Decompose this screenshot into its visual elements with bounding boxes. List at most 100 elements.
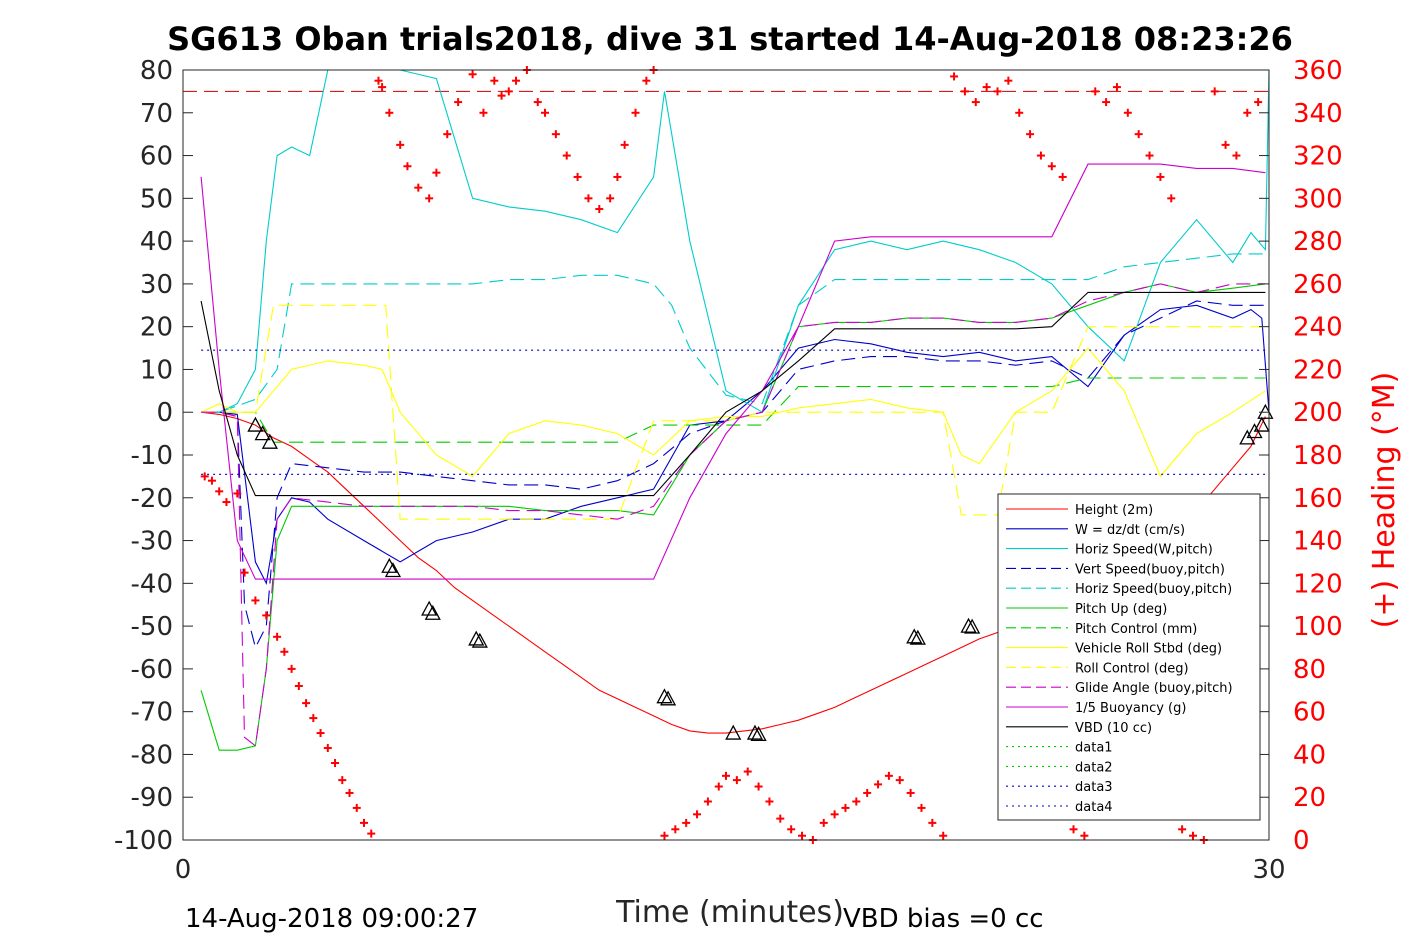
left-tick-label: -70 [131,698,173,728]
right-tick-label: 160 [1293,484,1343,514]
legend-label: data2 [1075,760,1113,775]
right-tick-label: 200 [1293,398,1343,428]
legend: Height (2m) W = dz/dt (cm/s) Horiz Speed(W… [997,493,1261,821]
heading-point [798,831,807,840]
right-tick-label: 180 [1293,441,1343,471]
legend-entries: Height (2m) W = dz/dt (cm/s) Horiz Speed(W… [1006,503,1233,815]
heading-point [682,818,691,827]
heading-point [360,818,368,827]
left-tick-label: -30 [131,527,173,557]
heading-point [215,487,224,496]
heading-point [468,70,477,79]
legend-label: Pitch Control (mm) [1075,622,1197,637]
right-tick-label: 140 [1293,527,1343,557]
triangle-marker [384,562,402,578]
heading-point [200,472,209,481]
heading-point [338,776,347,785]
x-tick-label: 0 [175,855,192,885]
heading-point [573,172,582,181]
triangle-marker [421,600,438,616]
heading-point [504,87,513,96]
heading-point [1058,172,1067,181]
heading-point [595,205,604,214]
heading-point [660,831,669,840]
heading-point [1026,130,1035,139]
heading-point [1243,108,1252,117]
right-tick-label: 300 [1293,184,1343,214]
heading-point [414,183,423,192]
triangle-marker [1253,416,1270,432]
heading-point [631,108,640,117]
heading-point [378,83,387,92]
right-tick-label: 320 [1293,142,1343,172]
heading-point [620,140,629,149]
left-tick-label: 0 [156,398,173,428]
heading-point [765,797,774,806]
triangle-marker [656,688,673,704]
heading-point [1069,825,1078,834]
heading-point [584,194,593,203]
triangle-marker [964,618,981,634]
triangle-marker [725,724,742,740]
heading-point [309,714,318,723]
left-tick-label: 10 [140,355,173,385]
heading-point [240,568,249,577]
heading-point [1145,151,1154,160]
left-tick-label: 80 [140,56,173,86]
heading-point [533,98,542,107]
right-tick-label: 0 [1293,826,1310,856]
heading-point [302,699,311,708]
heading-point [884,771,893,780]
left-tick-label: 70 [140,99,173,129]
heading-point [345,788,354,797]
heading-point [841,803,850,812]
legend-label: Horiz Speed(W,pitch) [1075,543,1213,558]
heading-point [352,803,361,812]
footer-vbd-bias: VBD bias =0 cc [843,904,1044,934]
left-tick-label: -80 [131,740,173,770]
series-line-4 [201,253,1266,413]
triangle-marker [261,433,278,449]
footer-timestamp: 14-Aug-2018 09:00:27 [185,904,478,934]
series-line-9 [201,283,1266,747]
triangle-marker [960,617,977,633]
left-tick-label: -100 [114,826,173,856]
heading-point [819,818,828,827]
heading-point [1210,87,1219,96]
heading-point [874,780,883,789]
heading-point [479,108,488,117]
heading-point [1036,151,1045,160]
heading-point [732,776,741,785]
right-tick-label: 240 [1293,313,1343,343]
left-tick-label: 50 [140,184,173,214]
left-tick-label: -60 [131,655,173,685]
heading-point [950,72,959,81]
left-tick-label: 60 [140,142,173,172]
x-axis-ticks: 0 30 [175,830,1286,885]
left-tick-label: 40 [140,227,173,257]
triangle-marker [247,416,264,432]
heading-point [971,98,980,107]
chart-title: SG613 Oban trials2018, dive 31 started 1… [167,20,1293,58]
right-tick-label: 120 [1293,569,1343,599]
heading-point [1221,140,1230,149]
triangle-marker [909,629,926,645]
series-lines [200,69,1270,751]
legend-label: Vehicle Roll Stbd (deg) [1075,642,1222,657]
heading-point [367,829,376,838]
heading-point [1178,825,1187,834]
legend-label: Horiz Speed(buoy,pitch) [1075,582,1232,597]
legend-label: data4 [1075,800,1113,815]
right-axis-ticks: 3603403203002802602402202001801601401201… [1259,56,1343,856]
triangle-marker [381,557,398,573]
triangle-marker [424,604,441,620]
heading-point [787,825,796,834]
heading-point [425,194,434,203]
heading-point [960,87,969,96]
heading-point [323,744,332,753]
heading-point [1091,87,1100,96]
heading-point [374,76,383,85]
heading-point [613,172,622,181]
triangle-marker [750,725,767,741]
right-tick-label: 220 [1293,355,1343,385]
